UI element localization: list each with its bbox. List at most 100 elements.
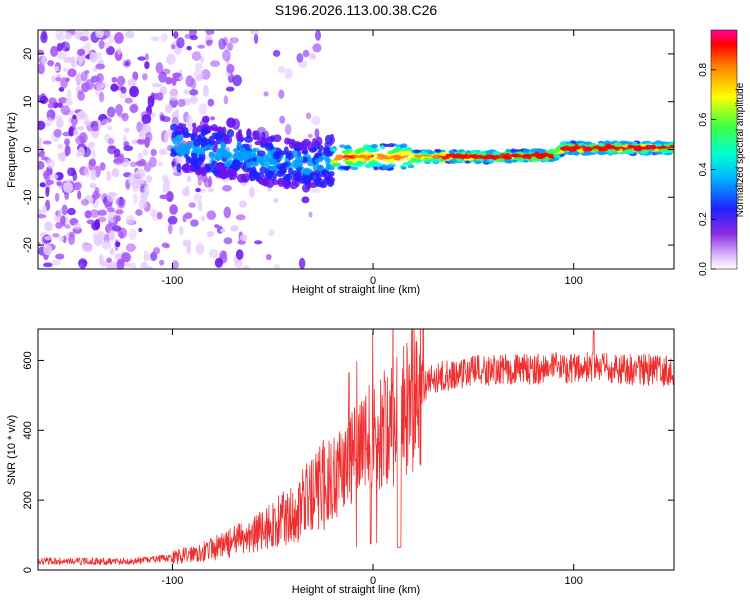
heatmap-cell — [186, 123, 193, 131]
heatmap-cell — [332, 164, 340, 167]
heatmap-cell — [634, 145, 644, 149]
heatmap-cell — [80, 198, 90, 206]
heatmap-cell — [114, 32, 124, 44]
heatmap-cell — [77, 190, 82, 200]
heatmap-cell — [289, 182, 298, 190]
heatmap-cell — [149, 156, 157, 168]
heatmap-cell — [115, 215, 121, 222]
heatmap-cell — [106, 207, 116, 213]
heatmap-cell — [121, 112, 129, 122]
heatmap-cell — [227, 159, 234, 164]
heatmap-cell — [226, 63, 235, 74]
heatmap-cell — [71, 116, 78, 126]
heatmap-cell — [118, 230, 124, 239]
heatmap-cell — [104, 41, 110, 49]
figure-title: S196.2026.113.00.38.C26 — [275, 2, 438, 18]
heatmap-cell — [82, 244, 93, 253]
heatmap-cell — [115, 241, 121, 248]
heatmap-cell — [94, 51, 103, 60]
heatmap-cell — [176, 37, 185, 49]
heatmap-cell — [140, 261, 148, 269]
snr-x-ticks: -100 0 100 — [161, 329, 583, 587]
heatmap-cell — [77, 48, 86, 56]
heatmap-cell — [539, 148, 547, 153]
heatmap-cell — [145, 175, 153, 183]
heatmap-cell — [73, 222, 82, 230]
heatmap-cell — [55, 221, 63, 229]
colorbar-tick-label: 0.4 — [698, 162, 709, 176]
heatmap-cell — [48, 173, 59, 180]
heatmap-cell — [273, 197, 279, 204]
heatmap-cell — [58, 97, 68, 104]
heatmap-cell — [359, 147, 365, 152]
heatmap-cell — [405, 161, 413, 166]
heatmap-cell — [44, 221, 53, 232]
heatmap-cell — [47, 102, 55, 109]
heatmap-cell — [107, 125, 113, 130]
heatmap-cell — [568, 147, 577, 153]
heatmap-cell — [56, 181, 63, 187]
heatmap-cell — [369, 144, 377, 149]
heatmap-cell — [220, 141, 227, 150]
heatmap-cell — [330, 160, 339, 164]
heatmap-cell — [109, 261, 118, 269]
heatmap-cell — [267, 166, 276, 171]
snr-series-line — [38, 329, 674, 566]
heatmap-cell — [344, 149, 351, 154]
heatmap-cell — [207, 125, 213, 132]
heatmap-cell — [192, 126, 199, 136]
heatmap-cell — [151, 83, 162, 88]
heatmap-cell — [125, 262, 132, 268]
heatmap-cell — [121, 252, 132, 263]
heatmap-cell — [130, 262, 137, 269]
heatmap-cell — [314, 128, 320, 139]
heatmap-cell — [144, 61, 150, 70]
heatmap-cell — [56, 33, 66, 41]
x-tick-label: -100 — [161, 275, 183, 287]
heatmap-cell — [226, 129, 235, 138]
heatmap-cell — [179, 142, 186, 152]
colorbar-tick-label: 0.2 — [698, 212, 709, 226]
heatmap-cell — [190, 219, 199, 227]
heatmap-cell — [114, 253, 122, 261]
heatmap-cell — [559, 146, 566, 151]
heatmap-cell — [143, 250, 149, 262]
heatmap-cell — [111, 76, 118, 83]
heatmap-cell — [124, 30, 135, 39]
heatmap-cell — [115, 209, 124, 215]
heatmap-cell — [223, 237, 233, 245]
heatmap-cell — [239, 200, 247, 208]
heatmap-cell — [613, 142, 623, 148]
heatmap-cell — [239, 162, 247, 170]
x-tick-label: 0 — [370, 275, 376, 287]
heatmap-cell — [472, 154, 478, 159]
heatmap-cell — [203, 178, 211, 188]
heatmap-cell — [253, 135, 260, 141]
snr-x-label: Height of straight line (km) — [292, 584, 420, 596]
heatmap-cell — [214, 257, 223, 268]
x-tick-label: 0 — [370, 575, 376, 587]
heatmap-cell — [223, 135, 233, 145]
heatmap-cell — [173, 130, 181, 136]
heatmap-cell — [198, 152, 206, 163]
heatmap-cell — [339, 166, 345, 170]
heatmap-cell — [137, 56, 146, 61]
colorbar-label: Normalized spectral amplitude — [735, 82, 746, 217]
heatmap-cell — [217, 131, 227, 138]
heatmap-cell — [68, 234, 76, 246]
heatmap-cell — [175, 154, 184, 165]
heatmap-cell — [523, 159, 529, 163]
heatmap-cell — [155, 62, 164, 74]
heatmap-cell — [185, 75, 194, 87]
heatmap-cell — [373, 166, 379, 171]
heatmap-cell — [560, 141, 568, 147]
heatmap-cell — [326, 178, 335, 187]
heatmap-cell — [207, 187, 215, 193]
heatmap-cell — [54, 66, 60, 72]
heatmap-cell — [440, 151, 447, 157]
heatmap-cell — [91, 148, 96, 161]
heatmap-cell — [52, 233, 60, 238]
heatmap-cell — [123, 145, 134, 152]
heatmap-cell — [119, 91, 128, 99]
heatmap-cell — [77, 125, 84, 131]
